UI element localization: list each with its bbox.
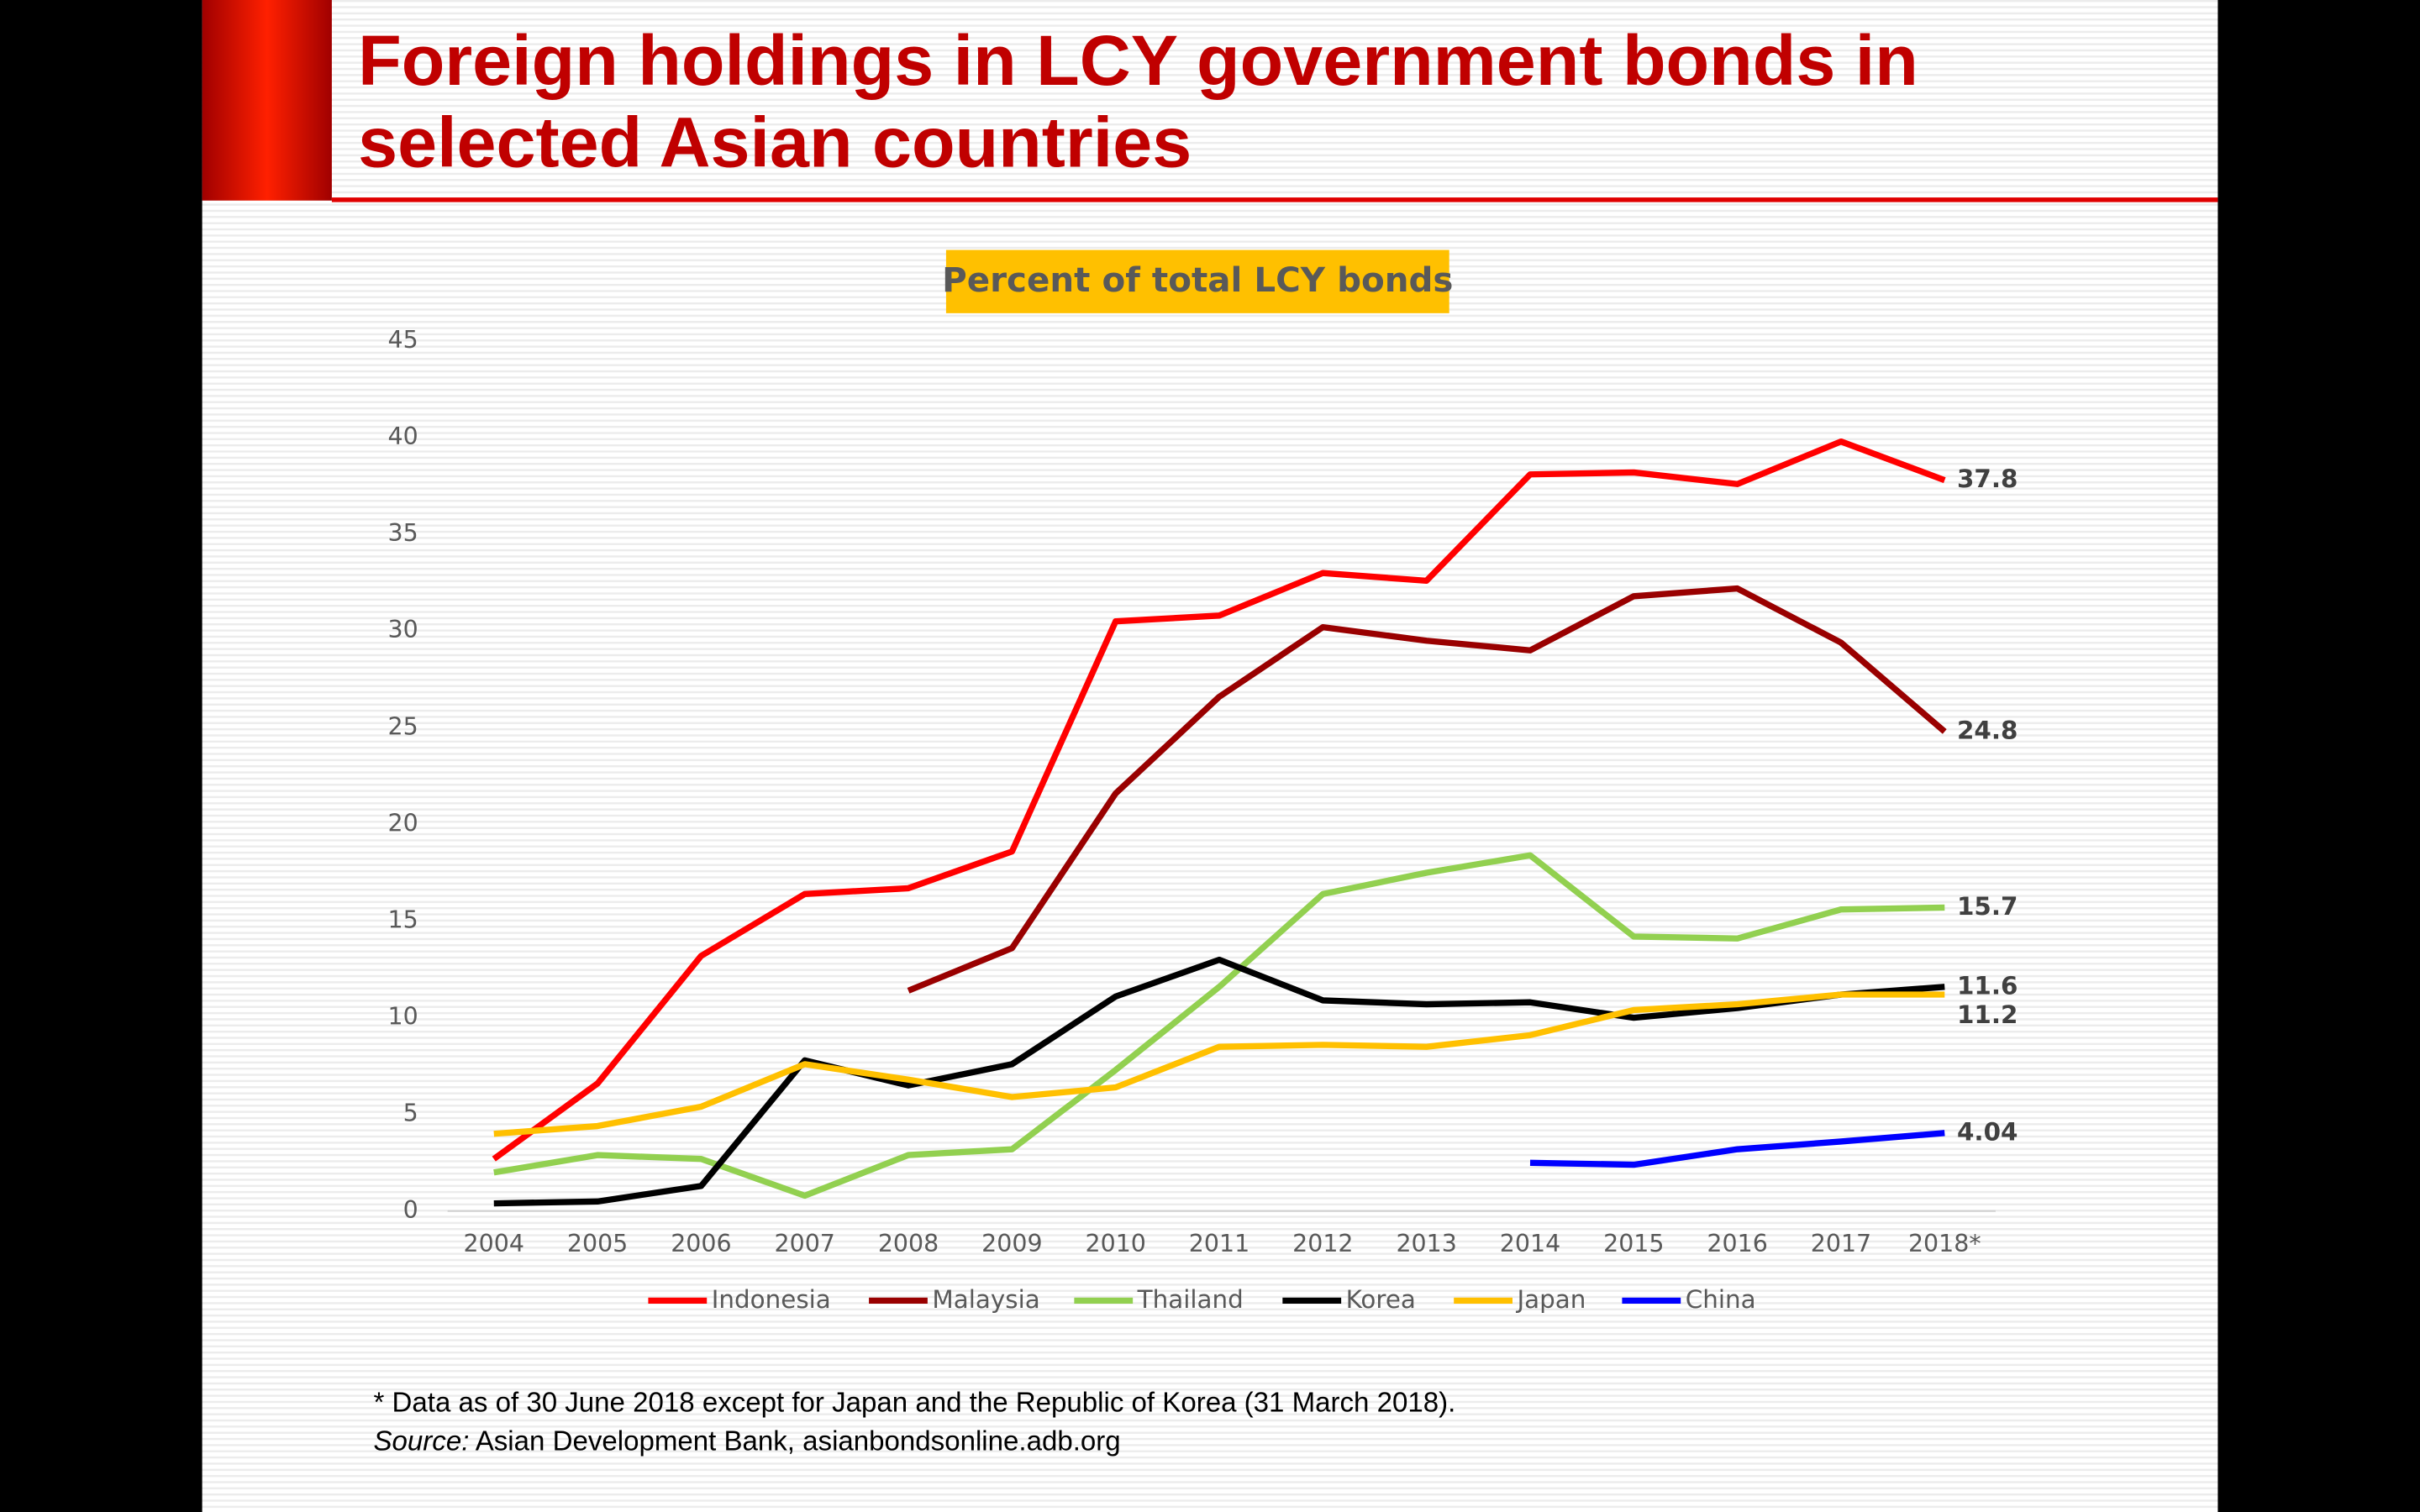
series-line	[907, 585, 1947, 994]
x-tick-label: 2012	[1292, 1230, 1353, 1257]
source-label: Source:	[373, 1426, 469, 1457]
y-tick-label: 25	[388, 712, 418, 740]
x-tick-label: 2004	[464, 1230, 524, 1257]
x-tick-label: 2009	[981, 1230, 1042, 1257]
legend-label: Thailand	[1137, 1285, 1244, 1314]
legend-label: Korea	[1346, 1285, 1416, 1314]
y-tick-label: 40	[388, 423, 418, 450]
y-tick-label: 0	[403, 1196, 418, 1224]
title-line: selected Asian countries	[358, 102, 1192, 181]
y-tick-label: 15	[388, 906, 418, 934]
x-tick-label: 2016	[1707, 1230, 1767, 1257]
y-tick-label: 10	[388, 1003, 418, 1031]
end-value-label: 4.04	[1957, 1117, 2018, 1146]
header-block	[202, 0, 332, 201]
x-tick-label: 2018*	[1908, 1230, 1981, 1257]
legend-label: Indonesia	[712, 1285, 831, 1314]
source-text: Asian Development Bank, asianbondsonline…	[469, 1426, 1120, 1457]
x-tick-label: 2017	[1811, 1230, 1871, 1257]
end-value-label: 11.6	[1957, 971, 2018, 1000]
end-value-label: 37.8	[1957, 465, 2018, 493]
x-tick-label: 2008	[878, 1230, 939, 1257]
x-tick-label: 2011	[1189, 1230, 1249, 1257]
x-tick-label: 2006	[671, 1230, 731, 1257]
x-tick-label: 2007	[775, 1230, 835, 1257]
y-tick-label: 45	[388, 326, 418, 354]
series-line	[493, 852, 1945, 1200]
end-value-label: 24.8	[1957, 716, 2018, 744]
x-tick-label: 2015	[1603, 1230, 1664, 1257]
y-tick-label: 20	[388, 809, 418, 837]
y-tick-label: 35	[388, 519, 418, 547]
title-line: Foreign holdings in LCY government bonds…	[358, 21, 1918, 100]
x-tick-label: 2010	[1085, 1230, 1145, 1257]
legend-label: China	[1686, 1285, 1756, 1314]
series-line	[1529, 1130, 1945, 1168]
legend-label: Malaysia	[932, 1285, 1039, 1314]
end-value-label: 15.7	[1957, 892, 2018, 921]
y-tick-label: 30	[388, 616, 418, 643]
header-rule	[331, 197, 2218, 202]
end-value-label: 11.2	[1957, 1000, 2018, 1029]
legend-label: Japan	[1516, 1285, 1586, 1314]
subtitle-box	[945, 249, 1449, 313]
footnote: * Data as of 30 June 2018 except for Jap…	[373, 1388, 1455, 1419]
x-tick-label: 2014	[1500, 1230, 1560, 1257]
series-line	[492, 438, 1946, 1162]
x-tick-label: 2005	[567, 1230, 628, 1257]
subtitle: Percent of total LCY bonds	[942, 260, 1453, 300]
series-line	[493, 991, 1945, 1137]
series-line	[493, 956, 1945, 1207]
x-tick-label: 2013	[1396, 1230, 1456, 1257]
y-tick-label: 5	[403, 1100, 418, 1127]
source: Source: Asian Development Bank, asianbon…	[373, 1426, 1120, 1457]
